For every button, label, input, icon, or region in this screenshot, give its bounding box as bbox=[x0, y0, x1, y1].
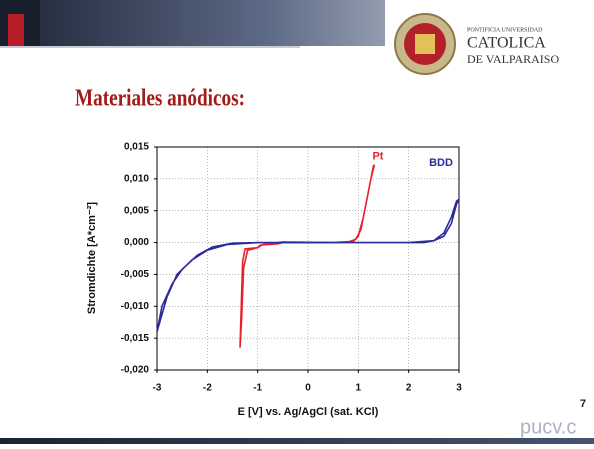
series-label: BDD bbox=[429, 157, 453, 169]
footer-text: pucv.c bbox=[520, 416, 576, 438]
header-red-block bbox=[8, 14, 24, 46]
page-number: 7 bbox=[580, 398, 586, 410]
y-tick-label: 0,005 bbox=[124, 205, 149, 216]
y-tick-label: 0,015 bbox=[124, 142, 149, 153]
y-axis-label: Stromdichte [A*cm⁻²] bbox=[86, 202, 98, 314]
series-label: Pt bbox=[372, 151, 383, 163]
x-tick-label: 3 bbox=[456, 383, 462, 394]
x-tick-label: -3 bbox=[153, 383, 162, 394]
x-axis-label: E [V] vs. Ag/AgCl (sat. KCl) bbox=[238, 406, 379, 418]
bottom-band bbox=[0, 438, 594, 444]
slide-title: Materiales anódicos: bbox=[75, 85, 245, 112]
series-line bbox=[156, 198, 460, 333]
y-tick-label: -0,010 bbox=[121, 301, 150, 312]
x-tick-label: -2 bbox=[203, 383, 212, 394]
logo-text: CATOLICA bbox=[467, 35, 546, 52]
x-tick-label: 1 bbox=[356, 383, 362, 394]
logo-text: DE VALPARAISO bbox=[467, 52, 559, 66]
x-tick-label: 0 bbox=[305, 383, 311, 394]
x-tick-label: -1 bbox=[253, 383, 262, 394]
y-tick-label: 0,000 bbox=[124, 237, 149, 248]
y-tick-label: -0,020 bbox=[121, 365, 150, 376]
x-tick-label: 2 bbox=[406, 383, 412, 394]
y-tick-label: 0,010 bbox=[124, 173, 149, 184]
logo-shield bbox=[415, 34, 435, 54]
logo-text: PONTIFICIA UNIVERSIDAD bbox=[467, 27, 543, 33]
header-rule bbox=[0, 46, 300, 48]
series-line bbox=[239, 164, 376, 348]
plot-frame bbox=[156, 146, 460, 371]
y-tick-label: -0,015 bbox=[121, 333, 150, 344]
y-tick-label: -0,005 bbox=[121, 269, 150, 280]
